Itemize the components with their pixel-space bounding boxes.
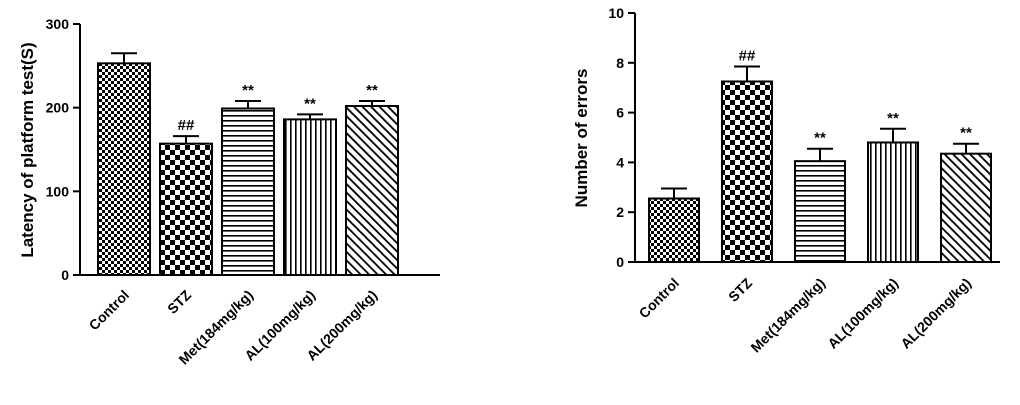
y-tick-label: 6 xyxy=(616,105,624,121)
significance-label: ** xyxy=(304,95,316,112)
y-tick-label: 10 xyxy=(608,5,624,21)
y-tick-label: 0 xyxy=(616,254,624,270)
y-tick-label: 0 xyxy=(61,267,69,283)
bar-1 xyxy=(721,80,773,263)
bar-4 xyxy=(345,104,399,276)
bar-2 xyxy=(794,160,846,263)
y-tick-label: 8 xyxy=(616,55,624,71)
x-category-label: STZ xyxy=(725,274,755,304)
significance-label: ** xyxy=(242,82,254,99)
bar-1 xyxy=(159,142,213,276)
significance-label: ## xyxy=(739,48,756,65)
x-category-label: Control xyxy=(86,287,133,334)
bar-3 xyxy=(867,141,919,263)
significance-label: ** xyxy=(960,125,972,142)
bar-0 xyxy=(97,62,151,276)
significance-label: ## xyxy=(178,117,195,134)
bar-0 xyxy=(648,197,700,264)
y-tick-label: 100 xyxy=(46,183,70,199)
x-category-label: Met(184mg/kg) xyxy=(747,275,828,356)
significance-label: ** xyxy=(366,82,378,99)
x-category-label: AL(100mg/kg) xyxy=(824,275,901,352)
y-tick-label: 2 xyxy=(616,204,624,220)
y-tick-label: 300 xyxy=(46,16,70,32)
y-tick-label: 200 xyxy=(46,100,70,116)
errors-chart: Number of errors 0 2 4 6 8 10 ## ** ** ** Contro… xyxy=(572,5,1000,355)
x-category-label: AL(200mg/kg) xyxy=(897,275,974,352)
x-category-label: Control xyxy=(636,275,683,322)
y-axis-label: Number of errors xyxy=(572,69,591,208)
bar-2 xyxy=(221,107,275,277)
significance-label: ** xyxy=(814,130,826,147)
y-axis-label: Latency of platform test(S) xyxy=(18,42,37,257)
bar-3 xyxy=(283,118,337,276)
y-tick-label: 4 xyxy=(616,154,624,170)
significance-label: ** xyxy=(887,110,899,127)
bar-4 xyxy=(940,152,992,263)
x-category-label: STZ xyxy=(164,286,194,316)
latency-chart: Latency of platform test(S) 0 100 200 300 #… xyxy=(18,16,440,367)
